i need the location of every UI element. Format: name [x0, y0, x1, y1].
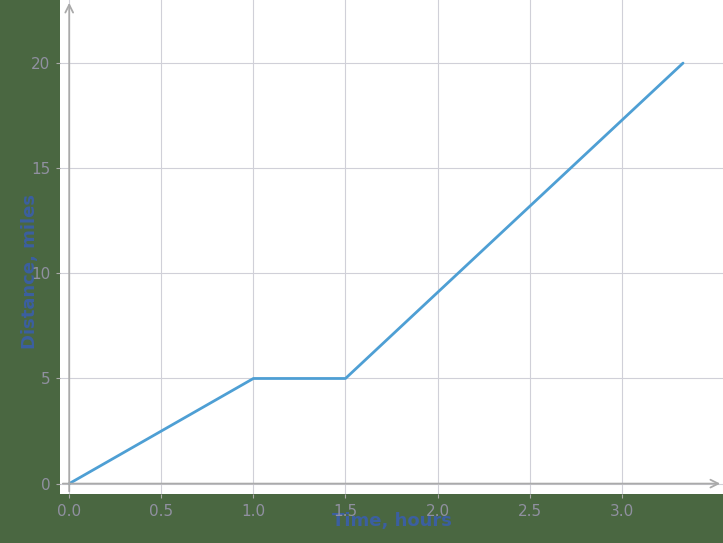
Text: Distance, miles: Distance, miles [21, 194, 39, 349]
Text: Time, hours: Time, hours [332, 512, 451, 530]
